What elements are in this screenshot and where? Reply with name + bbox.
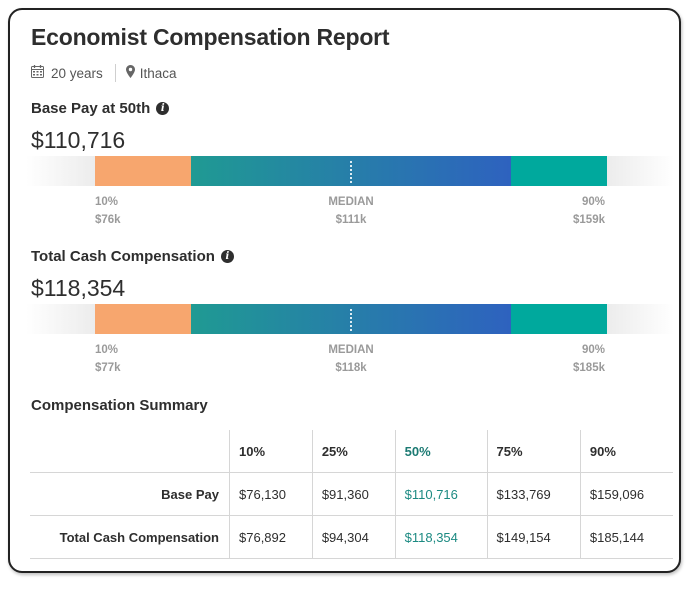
table-row: Total Cash Compensation $76,892 $94,304 … bbox=[30, 515, 673, 559]
total-cash-high-tick: 90% $185k bbox=[573, 341, 605, 377]
column-header: 10% bbox=[229, 430, 313, 473]
total-cash-range-bar bbox=[26, 304, 674, 334]
location-text: Ithaca bbox=[139, 65, 177, 81]
base-pay-label: Base Pay at 50th i bbox=[31, 100, 170, 117]
summary-title: Compensation Summary bbox=[31, 397, 208, 414]
base-pay-value: $110,716 bbox=[31, 127, 126, 153]
total-cash-label-text: Total Cash Compensation bbox=[31, 248, 215, 265]
table-cell: $76,892 bbox=[229, 515, 313, 559]
map-pin-icon bbox=[125, 65, 135, 81]
tick-percent: 10% bbox=[95, 196, 119, 208]
median-marker bbox=[350, 161, 352, 183]
report-meta: 20 years Ithaca bbox=[31, 64, 177, 82]
table-row: Base Pay $76,130 $91,360 $110,716 $133,7… bbox=[30, 472, 673, 516]
base-pay-high-tick: 90% $159k bbox=[573, 193, 605, 229]
total-cash-value: $118,354 bbox=[31, 275, 126, 301]
range-segment-low bbox=[95, 156, 191, 186]
range-fade-right bbox=[607, 156, 674, 186]
range-fade-left bbox=[26, 304, 95, 334]
column-header: 25% bbox=[311, 430, 396, 473]
table-cell-highlighted: $118,354 bbox=[394, 515, 488, 559]
table-cell: $91,360 bbox=[311, 472, 396, 516]
tick-percent: 90% bbox=[581, 344, 605, 356]
page-title: Economist Compensation Report bbox=[31, 24, 390, 50]
range-fade-left bbox=[26, 156, 95, 186]
total-cash-low-tick: 10% $77k bbox=[95, 341, 121, 377]
tick-value: $76k bbox=[95, 214, 121, 226]
base-pay-low-tick: 10% $76k bbox=[95, 193, 121, 229]
tick-value: $77k bbox=[95, 362, 121, 374]
row-label: Total Cash Compensation bbox=[30, 515, 230, 559]
base-pay-label-text: Base Pay at 50th bbox=[31, 100, 151, 117]
column-header-highlighted: 50% bbox=[394, 430, 488, 473]
table-cell-highlighted: $110,716 bbox=[394, 472, 488, 516]
tick-percent: MEDIAN bbox=[328, 344, 374, 356]
table-corner-cell bbox=[30, 430, 230, 473]
tick-value: $118k bbox=[335, 362, 367, 374]
column-header: 90% bbox=[579, 430, 673, 473]
compensation-report-card: Economist Compensation Report 20 years I… bbox=[8, 8, 681, 573]
table-header-row: 10% 25% 50% 75% 90% bbox=[30, 430, 673, 473]
total-cash-median-tick: MEDIAN $118k bbox=[301, 341, 401, 377]
table-cell: $149,154 bbox=[486, 515, 581, 559]
median-marker bbox=[350, 309, 352, 331]
tick-value: $111k bbox=[335, 214, 367, 226]
total-cash-label: Total Cash Compensation i bbox=[31, 248, 234, 265]
range-segment-high bbox=[511, 156, 607, 186]
meta-divider bbox=[114, 64, 116, 82]
range-fade-right bbox=[607, 304, 674, 334]
table-cell: $133,769 bbox=[486, 472, 581, 516]
table-cell: $76,130 bbox=[229, 472, 313, 516]
table-cell: $94,304 bbox=[311, 515, 396, 559]
table-cell: $159,096 bbox=[579, 472, 673, 516]
tick-value: $185k bbox=[573, 362, 605, 374]
tick-percent: 10% bbox=[95, 344, 119, 356]
tick-percent: MEDIAN bbox=[328, 196, 374, 208]
base-pay-range-bar bbox=[26, 156, 674, 186]
calendar-icon bbox=[31, 65, 44, 81]
tick-percent: 90% bbox=[581, 196, 605, 208]
range-segment-high bbox=[511, 304, 607, 334]
tick-value: $159k bbox=[573, 214, 605, 226]
range-segment-low bbox=[95, 304, 191, 334]
column-header: 75% bbox=[486, 430, 581, 473]
row-label: Base Pay bbox=[30, 472, 230, 516]
experience-text: 20 years bbox=[51, 65, 103, 81]
info-icon[interactable]: i bbox=[156, 102, 170, 115]
info-icon[interactable]: i bbox=[220, 250, 234, 263]
table-cell: $185,144 bbox=[579, 515, 673, 559]
base-pay-median-tick: MEDIAN $111k bbox=[301, 193, 401, 229]
compensation-summary-table: 10% 25% 50% 75% 90% Base Pay $76,130 $91… bbox=[30, 430, 673, 559]
